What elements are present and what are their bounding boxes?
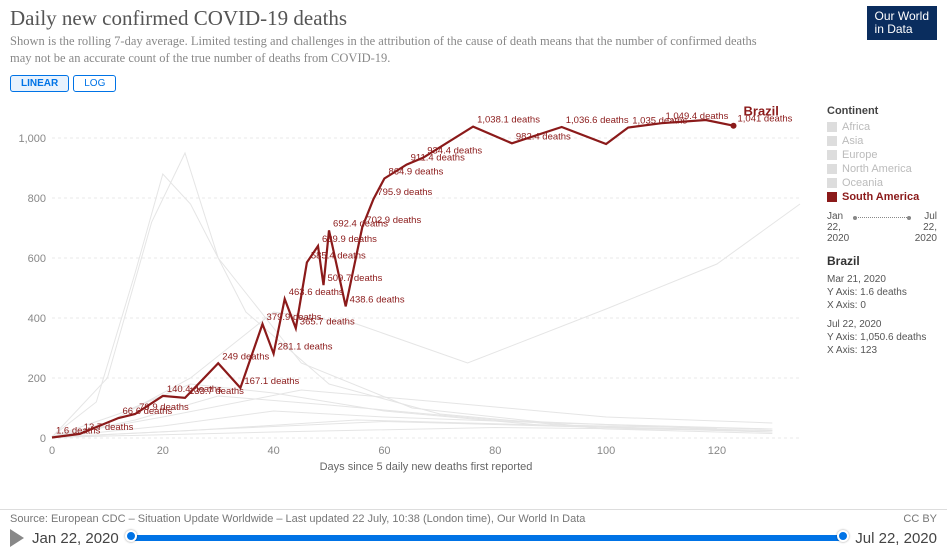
svg-text:800: 800	[28, 193, 46, 205]
svg-text:20: 20	[157, 445, 169, 457]
svg-text:864.9 deaths: 864.9 deaths	[388, 167, 443, 178]
chart-title: Daily new confirmed COVID-19 deaths	[10, 6, 937, 31]
svg-text:1,049.4 deaths: 1,049.4 deaths	[665, 111, 728, 122]
play-button[interactable]	[10, 529, 24, 547]
svg-text:120: 120	[708, 445, 726, 457]
svg-text:1,036.6 deaths: 1,036.6 deaths	[566, 115, 629, 126]
svg-text:200: 200	[28, 373, 46, 385]
svg-text:79.9 deaths: 79.9 deaths	[139, 402, 189, 413]
detail-row: Y Axis: 1,050.6 deaths	[827, 331, 937, 344]
slider-thumb-end[interactable]	[837, 530, 849, 542]
svg-text:400: 400	[28, 313, 46, 325]
svg-text:Days since 5 daily new deaths: Days since 5 daily new deaths first repo…	[320, 461, 533, 473]
svg-text:249 deaths: 249 deaths	[222, 351, 269, 362]
legend-swatch	[827, 150, 837, 160]
svg-text:60: 60	[378, 445, 390, 457]
svg-text:463.6 deaths: 463.6 deaths	[289, 287, 344, 298]
time-range-row: Jan22,2020 Jul22,2020	[827, 211, 937, 244]
time-end: Jul22,2020	[915, 211, 937, 244]
legend-label: Asia	[842, 135, 863, 147]
time-start: Jan22,2020	[827, 211, 849, 244]
slider-start-date: Jan 22, 2020	[32, 530, 119, 547]
legend-item-asia[interactable]: Asia	[827, 135, 937, 147]
owid-logo[interactable]: Our World in Data	[867, 6, 937, 40]
detail-row: Jul 22, 2020	[827, 318, 937, 331]
detail-row: Y Axis: 1.6 deaths	[827, 286, 937, 299]
time-connector	[853, 217, 911, 244]
svg-text:1,038.1 deaths: 1,038.1 deaths	[477, 115, 540, 126]
svg-text:167.1 deaths: 167.1 deaths	[244, 376, 299, 387]
legend-swatch	[827, 178, 837, 188]
detail-row: Mar 21, 2020	[827, 273, 937, 286]
svg-text:639.9 deaths: 639.9 deaths	[322, 234, 377, 245]
legend-swatch	[827, 164, 837, 174]
legend-title: Continent	[827, 105, 937, 117]
svg-text:133.7 deaths: 133.7 deaths	[189, 386, 244, 397]
svg-text:100: 100	[597, 445, 615, 457]
svg-text:0: 0	[40, 433, 46, 445]
legend-panel: Continent Africa Asia Europe North America O…	[827, 105, 937, 357]
legend-label: Europe	[842, 149, 877, 161]
svg-text:365.7 deaths: 365.7 deaths	[300, 316, 355, 327]
logo-line-2: in Data	[875, 23, 929, 36]
detail-row: X Axis: 123	[827, 344, 937, 357]
svg-text:Brazil: Brazil	[744, 104, 779, 119]
svg-text:702.9 deaths: 702.9 deaths	[366, 215, 421, 226]
footer: Source: European CDC – Situation Update …	[0, 509, 947, 555]
svg-text:934.4 deaths: 934.4 deaths	[427, 146, 482, 157]
scale-toggle: LINEAR LOG	[10, 75, 947, 92]
svg-text:281.1 deaths: 281.1 deaths	[278, 342, 333, 353]
chart-area[interactable]: 0 200 400 600 800 1,000 0 20 40 60 80 100 120 Days si…	[10, 98, 810, 478]
svg-text:509.7 deaths: 509.7 deaths	[327, 273, 382, 284]
legend-label: Africa	[842, 121, 870, 133]
svg-text:600: 600	[28, 253, 46, 265]
slider-thumb-start[interactable]	[125, 530, 137, 542]
slider-end-date: Jul 22, 2020	[855, 530, 937, 547]
svg-text:982.4 deaths: 982.4 deaths	[516, 131, 571, 142]
legend-label: South America	[842, 191, 919, 203]
chart-subtitle: Shown is the rolling 7-day average. Limi…	[10, 33, 770, 67]
legend-item-europe[interactable]: Europe	[827, 149, 937, 161]
license-link[interactable]: CC BY	[903, 513, 937, 525]
legend-swatch	[827, 192, 837, 202]
legend-item-africa[interactable]: Africa	[827, 121, 937, 133]
legend-item-oceania[interactable]: Oceania	[827, 177, 937, 189]
legend-label: Oceania	[842, 177, 883, 189]
svg-text:585.4 deaths: 585.4 deaths	[311, 250, 366, 261]
svg-text:0: 0	[49, 445, 55, 457]
detail-row: X Axis: 0	[827, 299, 937, 312]
detail-country: Brazil	[827, 254, 937, 270]
svg-text:80: 80	[489, 445, 501, 457]
svg-text:1,000: 1,000	[18, 133, 46, 145]
log-button[interactable]: LOG	[73, 75, 116, 92]
svg-text:40: 40	[268, 445, 280, 457]
legend-swatch	[827, 122, 837, 132]
legend-swatch	[827, 136, 837, 146]
detail-block: Brazil Mar 21, 2020 Y Axis: 1.6 deaths X…	[827, 254, 937, 357]
svg-text:438.6 deaths: 438.6 deaths	[350, 294, 405, 305]
legend-item-south-america[interactable]: South America	[827, 191, 937, 203]
time-slider[interactable]	[127, 535, 848, 541]
svg-text:795.9 deaths: 795.9 deaths	[377, 187, 432, 198]
legend-label: North America	[842, 163, 912, 175]
source-text: Source: European CDC – Situation Update …	[10, 513, 585, 525]
svg-text:13.7 deaths: 13.7 deaths	[84, 422, 134, 433]
legend-item-north-america[interactable]: North America	[827, 163, 937, 175]
linear-button[interactable]: LINEAR	[10, 75, 69, 92]
